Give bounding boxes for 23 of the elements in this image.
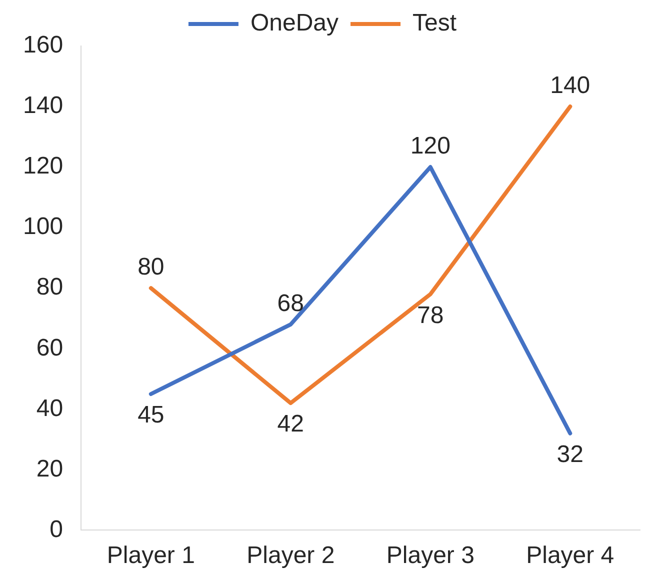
legend-label: Test (412, 10, 457, 37)
y-tick-label: 100 (22, 213, 64, 240)
x-tick-label: Player 3 (386, 542, 474, 570)
data-label: 45 (138, 402, 164, 429)
data-label: 42 (277, 410, 304, 438)
y-tick-label: 40 (36, 394, 64, 422)
x-tick-label: Player 4 (526, 542, 614, 570)
y-tick-label: 20 (36, 455, 64, 482)
y-tick-label: 120 (22, 152, 64, 180)
x-tick-label: Player 2 (246, 542, 335, 570)
x-tick-label: Player 1 (106, 542, 195, 570)
data-label: 140 (550, 72, 590, 100)
y-tick-label: 60 (36, 334, 64, 362)
legend-label: OneDay (250, 10, 339, 37)
data-label: 32 (556, 440, 584, 468)
data-label: 68 (277, 290, 304, 318)
data-label: 80 (138, 254, 164, 281)
y-tick-label: 80 (36, 274, 64, 301)
data-label: 120 (410, 132, 450, 160)
y-tick-label: 160 (22, 32, 64, 59)
y-tick-label: 0 (50, 516, 64, 543)
y-tick-label: 140 (22, 92, 64, 120)
data-label: 78 (417, 302, 444, 329)
